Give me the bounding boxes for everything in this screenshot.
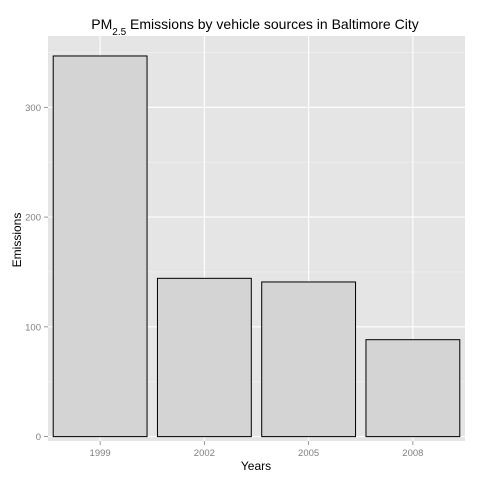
chart-title-prefix: PM bbox=[91, 16, 112, 32]
x-tick-label: 2008 bbox=[402, 448, 423, 459]
bar-2008 bbox=[365, 339, 461, 438]
bar-2005 bbox=[261, 281, 357, 438]
x-tick-label: 2005 bbox=[298, 448, 319, 459]
bar-1999 bbox=[52, 55, 148, 438]
bars bbox=[52, 55, 461, 438]
chart-title: PM2.5 Emissions by vehicle sources in Ba… bbox=[91, 16, 418, 38]
y-tick-label: 0 bbox=[36, 432, 41, 443]
y-tick-label: 100 bbox=[25, 322, 41, 333]
axes: 0 100 200 300 1999 2002 2005 2008 bbox=[25, 103, 423, 459]
x-tick-label: 2002 bbox=[194, 448, 215, 459]
chart-title-suffix: Emissions by vehicle sources in Baltimor… bbox=[126, 16, 419, 32]
y-tick-label: 200 bbox=[25, 213, 41, 224]
bar-2002 bbox=[156, 277, 252, 438]
x-tick-label: 1999 bbox=[90, 448, 111, 459]
y-axis-title: Emissions bbox=[10, 213, 24, 268]
chart-title-subscript: 2.5 bbox=[112, 27, 126, 38]
y-tick-label: 300 bbox=[25, 103, 41, 114]
x-axis-title: Years bbox=[241, 459, 271, 473]
